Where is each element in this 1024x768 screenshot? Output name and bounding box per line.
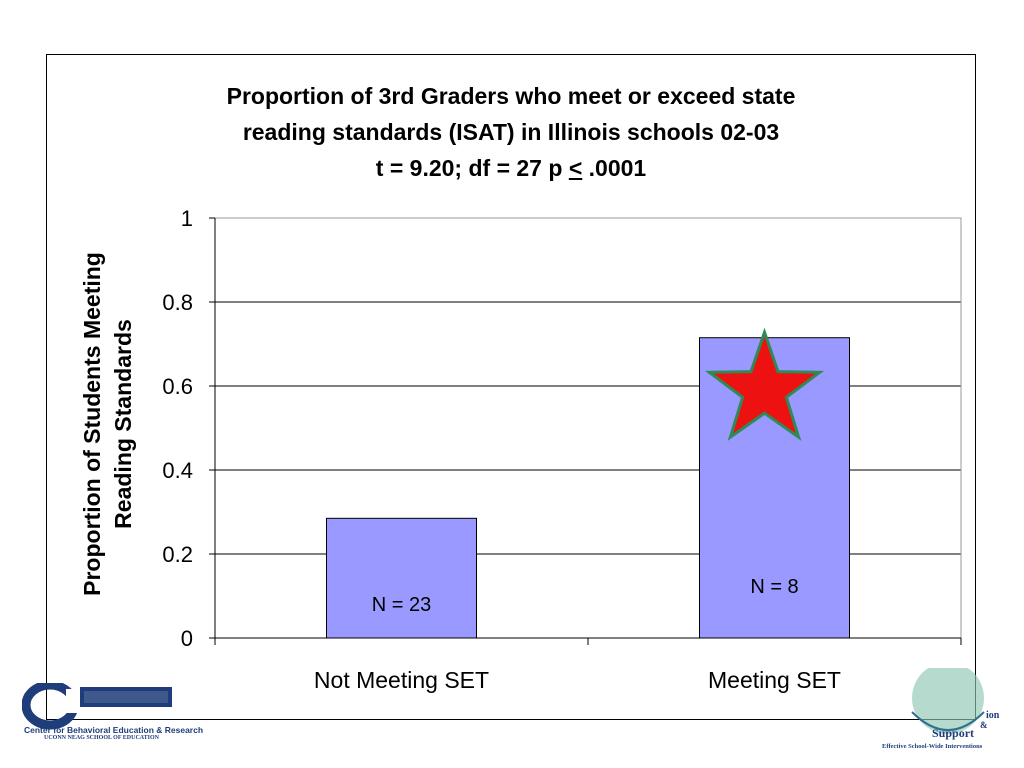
chart-title-line-1: Proportion of 3rd Graders who meet or ex… — [226, 83, 796, 109]
subtitle-prefix: t = 9.20; df = 27 p — [375, 155, 569, 181]
cber-logo-graphic — [21, 680, 172, 730]
tick-labels: 0 0.2 0.4 0.6 0.8 1 Not Meeting SET Meeting SET — [162, 206, 841, 693]
bars — [326, 337, 850, 639]
axes — [209, 217, 962, 645]
annotations — [704, 327, 825, 441]
x-tick-label: Not Meeting SET — [314, 667, 489, 693]
subtitle-symbol: < — [568, 155, 583, 181]
pbis-logo-text-2: & — [980, 720, 988, 730]
subtitle-suffix: .0001 — [582, 155, 647, 181]
x-tick-label: Meeting SET — [708, 667, 841, 693]
pbis-logo-text-3: Support — [932, 726, 975, 740]
cber-logo-text-2: UCONN NEAG SCHOOL OF EDUCATION — [44, 735, 160, 741]
bar-n-label: N = 8 — [750, 576, 798, 598]
pbis-logo: ion & Support Effective School-Wide Inte… — [876, 662, 1016, 754]
cber-logo: Center for Behavioral Education & Resear… — [21, 680, 204, 743]
y-tick-label: 0.2 — [162, 542, 193, 567]
y-tick-label: 0.6 — [162, 374, 193, 399]
star-annotation — [704, 327, 825, 441]
y-tick-label: 1 — [181, 206, 193, 231]
bar-labels: N = 23 N = 8 — [372, 576, 799, 616]
chart-title: Proportion of 3rd Graders who meet or ex… — [46, 78, 976, 186]
chart-title-line-2: reading standards (ISAT) in Illinois sch… — [242, 119, 780, 145]
y-tick-label: 0.8 — [162, 290, 193, 315]
bar-n-label: N = 23 — [372, 594, 431, 616]
y-tick-label: 0.4 — [162, 458, 193, 483]
bar-1 — [326, 517, 477, 639]
cber-logo-text-1: Center for Behavioral Education & Resear… — [24, 725, 204, 735]
pbis-logo-text-4: Effective School-Wide Interventions — [882, 743, 983, 750]
pbis-logo-text-1: ion — [986, 710, 1000, 721]
pbis-logo-graphic — [911, 662, 985, 734]
y-tick-label: 0 — [181, 626, 193, 651]
chart-subtitle: t = 9.20; df = 27 p < .0001 — [46, 150, 976, 186]
